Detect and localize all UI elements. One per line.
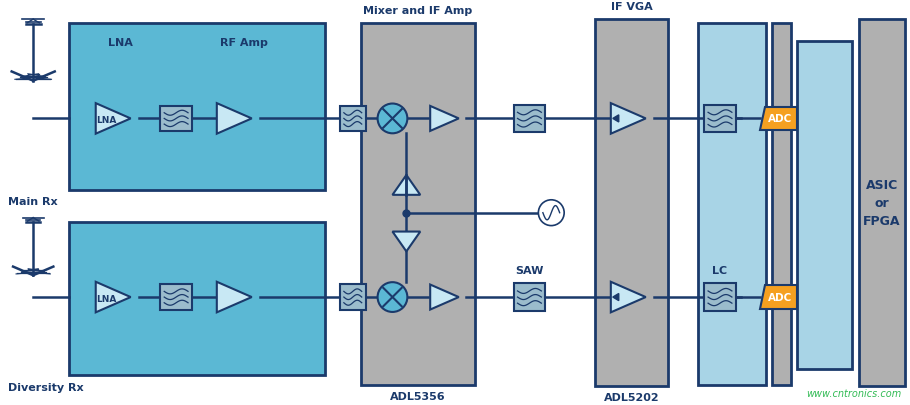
Text: RF Amp: RF Amp — [220, 38, 268, 48]
Bar — [704, 284, 736, 311]
Bar — [859, 20, 905, 386]
Bar — [69, 222, 325, 375]
Polygon shape — [217, 104, 252, 134]
Polygon shape — [612, 115, 619, 123]
Polygon shape — [392, 232, 420, 252]
Polygon shape — [392, 175, 420, 195]
Polygon shape — [760, 107, 797, 131]
Bar — [339, 106, 366, 132]
Polygon shape — [217, 282, 252, 313]
Bar — [513, 105, 545, 133]
Text: LNA: LNA — [96, 115, 116, 125]
Bar — [160, 106, 192, 132]
Text: ADL5202: ADL5202 — [604, 392, 660, 402]
Bar — [698, 24, 765, 386]
Text: ADC: ADC — [768, 292, 793, 302]
Bar — [772, 24, 792, 386]
Circle shape — [378, 104, 408, 134]
Text: LC: LC — [713, 266, 728, 275]
Text: Diversity Rx: Diversity Rx — [8, 382, 84, 392]
Bar — [513, 284, 545, 311]
Circle shape — [539, 200, 564, 226]
Text: LNA: LNA — [107, 38, 133, 48]
Text: ADL5356: ADL5356 — [389, 391, 445, 401]
Bar — [595, 20, 668, 386]
Bar — [69, 24, 325, 190]
Text: ASIC
or
FPGA: ASIC or FPGA — [863, 179, 901, 228]
Polygon shape — [96, 282, 131, 313]
Text: Main Rx: Main Rx — [8, 196, 58, 206]
Polygon shape — [430, 107, 459, 132]
Text: LNA: LNA — [96, 294, 116, 303]
Polygon shape — [611, 104, 646, 134]
Text: www.cntronics.com: www.cntronics.com — [806, 388, 902, 398]
Bar — [704, 105, 736, 133]
Polygon shape — [760, 286, 797, 309]
Bar — [339, 284, 366, 310]
Polygon shape — [611, 282, 646, 313]
Text: IF VGA: IF VGA — [611, 2, 652, 12]
Polygon shape — [612, 294, 619, 301]
Circle shape — [378, 282, 408, 312]
Polygon shape — [430, 285, 459, 310]
Text: Mixer and IF Amp: Mixer and IF Amp — [363, 6, 472, 16]
Text: ADC: ADC — [768, 114, 793, 124]
Text: SAW: SAW — [515, 266, 543, 275]
Polygon shape — [96, 104, 131, 134]
Bar — [360, 24, 475, 386]
Bar — [160, 284, 192, 310]
Bar — [797, 42, 852, 369]
